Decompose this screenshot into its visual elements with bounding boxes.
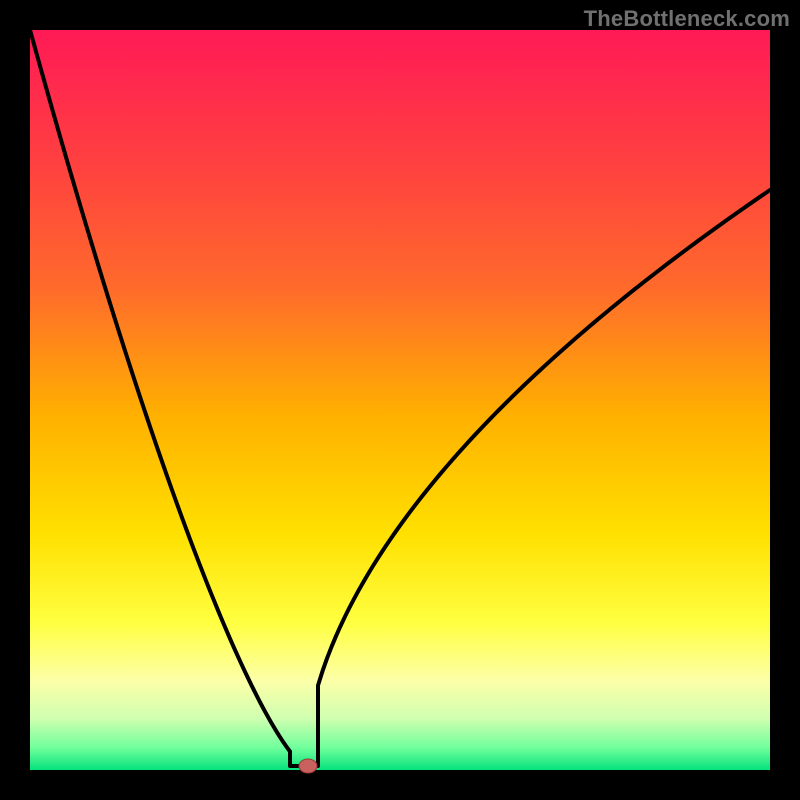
bottleneck-chart bbox=[0, 0, 800, 800]
watermark-text: TheBottleneck.com bbox=[584, 6, 790, 32]
chart-container: TheBottleneck.com bbox=[0, 0, 800, 800]
optimum-marker bbox=[299, 759, 317, 773]
